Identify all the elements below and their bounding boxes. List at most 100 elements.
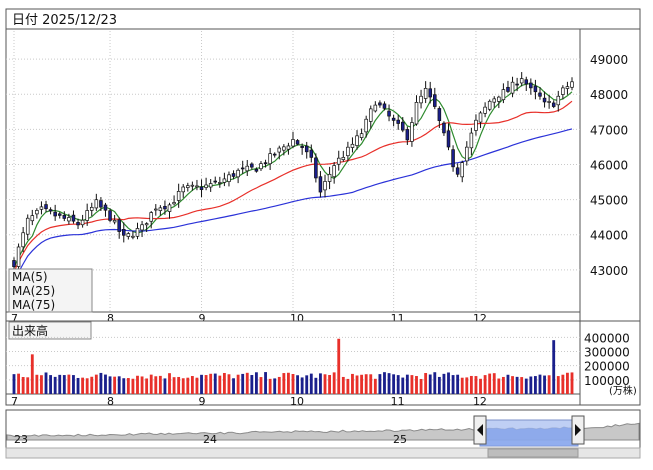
candle [12,260,16,268]
candle [524,79,529,85]
volume-tick-label: 200000 [584,360,630,374]
candle [190,184,195,187]
candle [103,204,108,211]
price-tick-label: 48000 [590,88,628,102]
volume-bar [287,372,290,394]
volume-tick-label: 300000 [584,346,630,360]
candle [254,168,259,172]
candle [396,119,400,124]
candle [85,210,89,221]
scrollbar-thumb[interactable] [487,448,579,458]
candle [48,209,53,212]
candle [474,119,478,131]
candle [89,206,94,211]
volume-bar [122,378,126,394]
candle [80,219,85,226]
volume-bar [273,378,277,394]
candle [291,139,295,147]
ma5-legend: MA(5) [12,270,48,284]
candle [117,219,121,232]
volume-month-axis: 7 8 9 10 11 12 [11,395,487,408]
volume-bar [195,377,199,394]
candle [149,212,153,222]
candle [547,101,551,103]
candle [140,224,144,231]
volume-bar [341,376,345,394]
volume-bar [232,378,235,394]
candle [30,215,35,222]
price-tick-label: 45000 [590,194,628,208]
candle [460,162,464,178]
candle [25,217,30,235]
volume-bar [323,374,327,394]
price-tick-label: 46000 [590,158,628,172]
volume-bar [373,378,377,394]
candlesticks [12,72,574,273]
candle [213,180,218,183]
volume-unit: (万株) [609,384,637,397]
volume-bar [282,373,286,394]
volume-bar [62,375,66,394]
volume-bar [113,376,117,394]
volume-bar [268,378,272,394]
volume-bar [451,375,455,394]
candle [309,149,314,158]
volume-bar [309,373,313,394]
volume-bar [172,377,176,394]
volume-bar [67,374,71,394]
candle [501,89,506,101]
volume-bar [126,378,130,394]
candle [250,163,254,168]
volume-bar [319,373,322,394]
volume-bar [497,378,501,394]
candle [126,233,131,237]
volume-bar [346,378,350,394]
candle [318,176,323,193]
volume-bar [515,376,519,394]
volume-bar [566,372,569,394]
candle [263,162,268,165]
candle [231,173,236,177]
candle [62,214,67,219]
volume-month-label: 9 [199,395,206,408]
volume-bar [483,375,487,394]
candle [364,118,368,133]
volume-title-box [8,321,92,340]
price-tick-label: 47000 [590,123,628,137]
volume-bar [433,372,437,394]
candle [71,214,76,222]
volume-bar [332,372,336,394]
volume-bar [236,374,240,394]
candle [195,185,199,188]
candle [245,165,250,172]
volume-bar [479,378,482,394]
volume-bar [469,375,473,394]
volume-bar [186,377,190,394]
nav-year-23: 23 [14,433,28,446]
candle [240,167,245,170]
candle [451,149,455,168]
volume-bar [259,377,263,394]
volume-bar [570,372,574,394]
ma75-line [13,128,573,283]
ma25-legend: MA(25) [12,284,55,298]
candle [437,108,442,121]
volume-bar [245,372,249,394]
volume-bar [81,377,85,394]
volume-bar [492,373,496,394]
candle [556,95,561,106]
candle [405,129,410,141]
volume-bar [456,374,460,394]
volume-bar [556,376,560,394]
volume-bar [378,374,382,394]
candle [259,163,263,170]
navigator-scrollbar[interactable] [5,447,641,459]
month-label: 8 [107,312,114,325]
volume-bar [328,375,332,394]
candle [519,78,524,84]
candle [176,191,181,201]
volume-bar [94,374,98,394]
candle [53,211,57,217]
candle [410,122,414,142]
candle [122,228,126,236]
